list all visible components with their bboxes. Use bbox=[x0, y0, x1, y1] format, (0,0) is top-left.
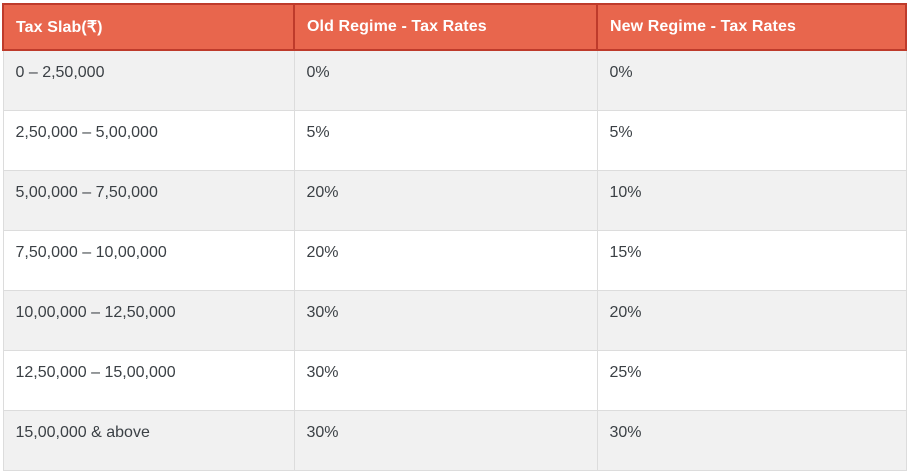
cell-new-rate: 20% bbox=[596, 290, 907, 351]
cell-old-rate: 5% bbox=[293, 110, 598, 171]
cell-new-rate: 0% bbox=[596, 49, 907, 111]
cell-tax-slab: 2,50,000 – 5,00,000 bbox=[2, 110, 295, 171]
cell-old-rate: 0% bbox=[293, 49, 598, 111]
table-row: 15,00,000 & above 30% 30% bbox=[2, 410, 907, 471]
table-row: 0 – 2,50,000 0% 0% bbox=[2, 49, 907, 111]
cell-old-rate: 30% bbox=[293, 410, 598, 471]
cell-tax-slab: 15,00,000 & above bbox=[2, 410, 295, 471]
header-tax-slab: Tax Slab(₹) bbox=[2, 3, 295, 51]
cell-old-rate: 20% bbox=[293, 170, 598, 231]
cell-new-rate: 5% bbox=[596, 110, 907, 171]
cell-tax-slab: 0 – 2,50,000 bbox=[2, 49, 295, 111]
cell-tax-slab: 10,00,000 – 12,50,000 bbox=[2, 290, 295, 351]
header-new-regime: New Regime - Tax Rates bbox=[596, 3, 907, 51]
cell-tax-slab: 7,50,000 – 10,00,000 bbox=[2, 230, 295, 291]
cell-new-rate: 10% bbox=[596, 170, 907, 231]
table-row: 7,50,000 – 10,00,000 20% 15% bbox=[2, 230, 907, 291]
cell-new-rate: 30% bbox=[596, 410, 907, 471]
table-row: 2,50,000 – 5,00,000 5% 5% bbox=[2, 110, 907, 171]
cell-new-rate: 25% bbox=[596, 350, 907, 411]
tax-slab-table: Tax Slab(₹) Old Regime - Tax Rates New R… bbox=[2, 3, 907, 471]
cell-old-rate: 20% bbox=[293, 230, 598, 291]
cell-new-rate: 15% bbox=[596, 230, 907, 291]
cell-old-rate: 30% bbox=[293, 290, 598, 351]
cell-old-rate: 30% bbox=[293, 350, 598, 411]
header-old-regime: Old Regime - Tax Rates bbox=[293, 3, 598, 51]
table-row: 5,00,000 – 7,50,000 20% 10% bbox=[2, 170, 907, 231]
cell-tax-slab: 12,50,000 – 15,00,000 bbox=[2, 350, 295, 411]
table-row: 10,00,000 – 12,50,000 30% 20% bbox=[2, 290, 907, 351]
cell-tax-slab: 5,00,000 – 7,50,000 bbox=[2, 170, 295, 231]
table-row: 12,50,000 – 15,00,000 30% 25% bbox=[2, 350, 907, 411]
table-header-row: Tax Slab(₹) Old Regime - Tax Rates New R… bbox=[2, 3, 907, 51]
